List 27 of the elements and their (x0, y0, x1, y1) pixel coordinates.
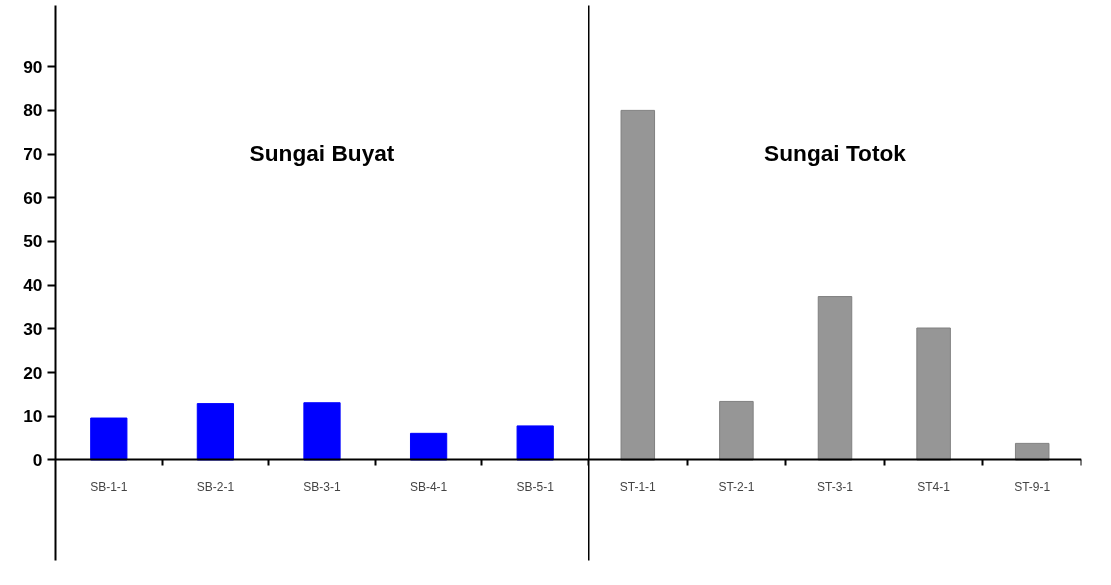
bar (916, 327, 951, 461)
x-tick-label: SB-2-1 (196, 479, 235, 494)
text: Sungai Totok (764, 139, 907, 166)
y-tick-label: 80 (23, 100, 43, 121)
x-tick-label: SB-5-1 (516, 479, 555, 494)
y-tick-label: 30 (23, 318, 43, 339)
y-tick-label: 10 (23, 406, 43, 427)
bar (1014, 442, 1050, 461)
bar (719, 400, 754, 461)
y-tick-label: 50 (23, 231, 43, 252)
bar (620, 109, 656, 461)
x-tick-label: SB-3-1 (303, 479, 341, 494)
x-tick-label: SB-1-1 (90, 479, 128, 494)
text: Sungai Buyat (249, 139, 395, 166)
y-tick-label: 0 (32, 449, 43, 470)
x-tick-label: SB-4-1 (409, 479, 448, 494)
x-tick-label: ST-9-1 (1014, 479, 1051, 494)
x-tick-label: ST-1-1 (619, 479, 657, 494)
y-tick-label: 20 (23, 362, 43, 383)
y-tick-label: 90 (23, 56, 43, 77)
y-tick-label: 70 (23, 144, 43, 165)
x-tick-label: ST4-1 (917, 479, 951, 494)
bar (817, 296, 853, 461)
y-tick-label: 40 (23, 275, 43, 296)
y-tick-label: 60 (23, 187, 43, 208)
x-tick-label: ST-2-1 (718, 479, 755, 494)
x-tick-label: ST-3-1 (816, 479, 854, 494)
